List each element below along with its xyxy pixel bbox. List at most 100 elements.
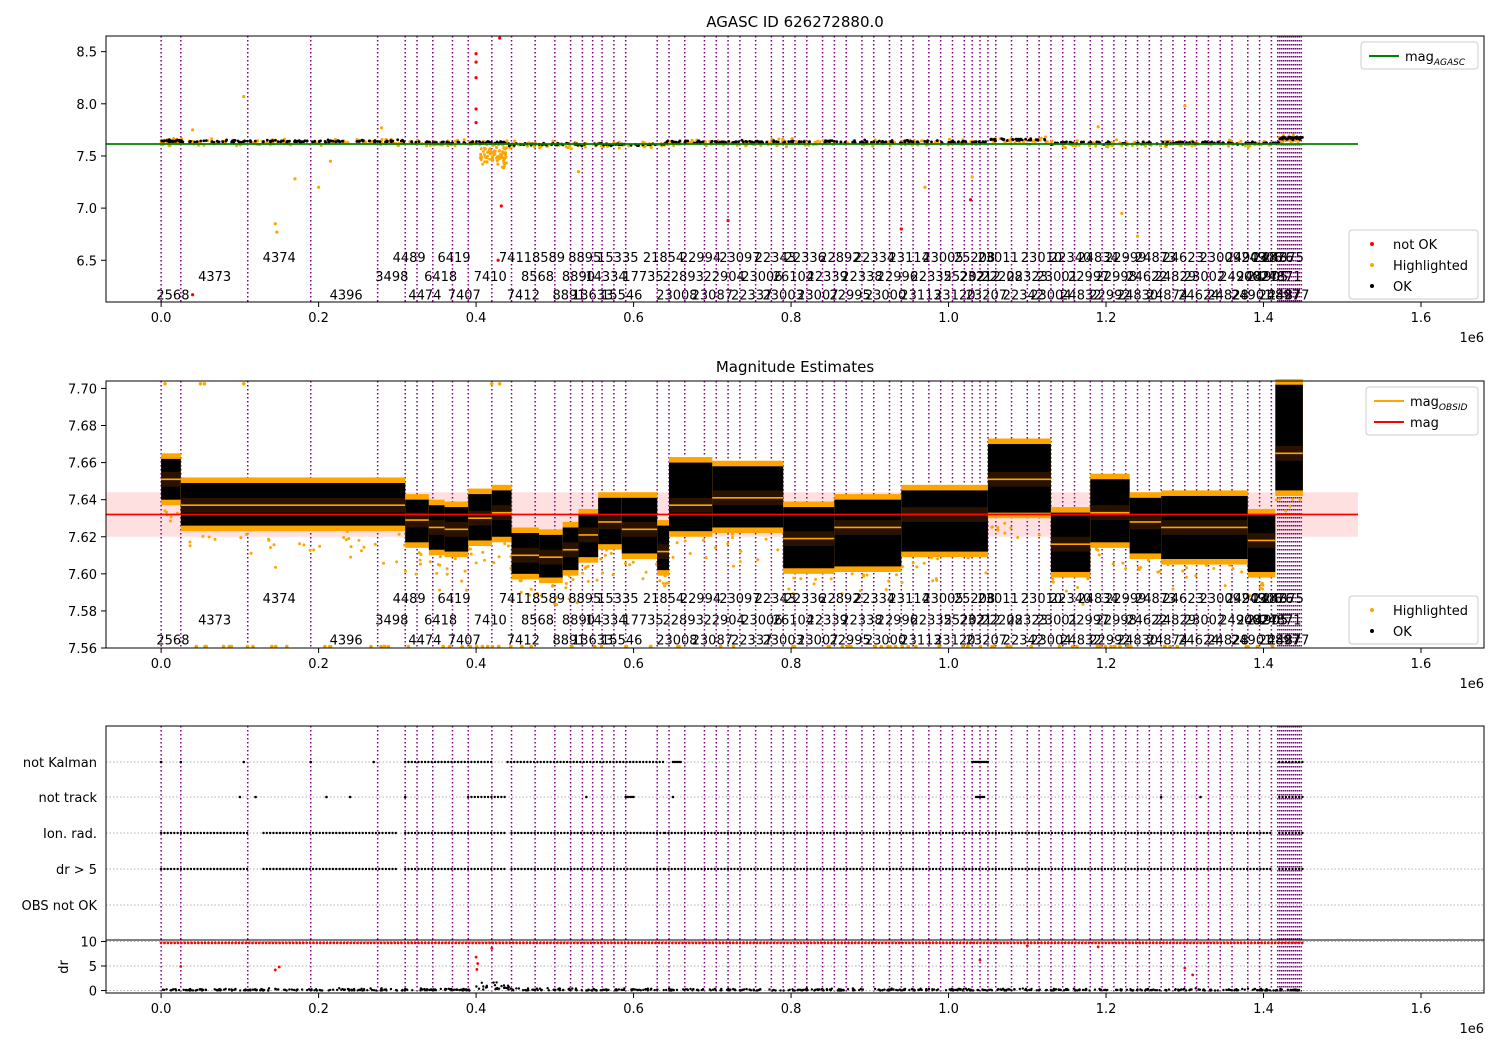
dr-point bbox=[248, 988, 252, 991]
flag-point bbox=[602, 760, 605, 764]
flag-point bbox=[563, 867, 566, 871]
obsid-label: 14334 bbox=[585, 270, 626, 285]
flag-point bbox=[1117, 867, 1120, 871]
flag-point bbox=[427, 760, 430, 764]
dr-point bbox=[944, 989, 948, 992]
dr-clipped-point bbox=[376, 941, 380, 945]
obsid-label: 4396 bbox=[330, 289, 363, 304]
dr-clipped-point bbox=[948, 941, 952, 945]
flag-point bbox=[606, 831, 609, 835]
highlighted-point bbox=[198, 381, 203, 386]
flag-point bbox=[882, 867, 885, 871]
flag-point bbox=[766, 831, 769, 835]
flag-point bbox=[1252, 867, 1256, 871]
flag-point bbox=[1031, 867, 1034, 871]
obsid-label: 22996 bbox=[877, 270, 918, 285]
dr-clipped-point bbox=[762, 941, 766, 945]
flag-point bbox=[1067, 867, 1070, 871]
flag-point bbox=[1186, 831, 1189, 835]
dr-point bbox=[1198, 988, 1202, 991]
flag-point bbox=[700, 867, 703, 871]
highlighted-point bbox=[493, 152, 497, 156]
dr-point bbox=[538, 987, 542, 990]
dr-point bbox=[1213, 989, 1217, 992]
obsid-label: 22343 bbox=[755, 592, 796, 607]
flag-point bbox=[806, 867, 809, 871]
dr-clipped-point bbox=[1033, 941, 1037, 945]
flag-point bbox=[868, 867, 872, 871]
dr-point bbox=[231, 989, 234, 992]
panel-title: AGASC ID 626272880.0 bbox=[706, 13, 884, 31]
flag-point bbox=[325, 867, 328, 871]
flag-point bbox=[1245, 831, 1249, 835]
flag-point bbox=[196, 867, 199, 871]
dr-clipped-point bbox=[390, 941, 393, 945]
x-tick-label: 0.6 bbox=[623, 657, 644, 672]
flag-point bbox=[756, 831, 759, 835]
dr-clipped-point bbox=[1283, 941, 1287, 945]
flag-point bbox=[649, 831, 652, 835]
dr-clipped-point bbox=[308, 941, 312, 945]
dr-clipped-point bbox=[244, 941, 248, 945]
dr-point bbox=[696, 988, 699, 991]
dr-point bbox=[1155, 989, 1159, 992]
ok-point bbox=[224, 139, 228, 143]
not-ok-point bbox=[726, 219, 730, 223]
flag-point bbox=[278, 867, 282, 871]
flag-point bbox=[622, 760, 625, 764]
flag-point bbox=[420, 867, 423, 871]
flag-point bbox=[645, 831, 649, 835]
flag-point bbox=[1284, 831, 1288, 835]
flag-point bbox=[743, 831, 746, 835]
ok-point bbox=[401, 138, 404, 142]
dr-point bbox=[774, 989, 777, 992]
flag-point bbox=[1120, 831, 1123, 835]
ok-point bbox=[210, 140, 214, 144]
dr-clipped-point bbox=[423, 941, 427, 945]
flag-point bbox=[378, 867, 381, 871]
highlighted-point bbox=[1163, 644, 1167, 649]
dr-clipped-point bbox=[528, 941, 532, 945]
highlighted-point bbox=[1291, 497, 1295, 501]
highlighted-point bbox=[840, 644, 845, 649]
flag-point bbox=[540, 831, 543, 835]
flag-point bbox=[816, 831, 819, 835]
highlighted-point bbox=[362, 545, 366, 549]
flag-point bbox=[895, 867, 898, 871]
highlighted-point bbox=[435, 571, 439, 575]
flag-point bbox=[958, 867, 961, 871]
flag-point bbox=[1153, 867, 1156, 871]
highlighted-point bbox=[446, 144, 450, 148]
flag-point bbox=[533, 867, 536, 871]
dr-clipped-point bbox=[630, 941, 634, 945]
highlighted-point bbox=[1270, 644, 1275, 649]
legend-label-main: not OK bbox=[1393, 238, 1438, 253]
dr-point bbox=[734, 989, 737, 992]
dr-clipped-point bbox=[992, 941, 996, 945]
obsid-label: 22992 bbox=[1089, 289, 1130, 304]
flag-point bbox=[612, 760, 615, 764]
dr-point bbox=[204, 988, 207, 991]
ok-point bbox=[1036, 138, 1040, 142]
ok-point bbox=[1029, 137, 1033, 141]
obsid-label: 8568 bbox=[521, 613, 554, 628]
dr-point bbox=[646, 989, 649, 992]
flag-point bbox=[1183, 867, 1186, 871]
dr-point bbox=[290, 988, 294, 991]
x-tick-label: 1.0 bbox=[938, 657, 959, 672]
highlighted-point bbox=[931, 579, 935, 583]
dr-point bbox=[638, 988, 641, 991]
dr-point bbox=[222, 988, 226, 991]
flag-point bbox=[532, 760, 536, 764]
flag-point bbox=[546, 831, 550, 835]
flag-point bbox=[404, 867, 407, 871]
highlighted-point bbox=[730, 536, 734, 539]
dr-point bbox=[1158, 989, 1161, 992]
highlighted-point bbox=[586, 564, 590, 568]
flag-point bbox=[510, 867, 513, 871]
flag-point bbox=[964, 867, 968, 871]
flag-point bbox=[1087, 831, 1090, 835]
dr-clipped-point bbox=[345, 941, 349, 945]
flag-point bbox=[941, 831, 945, 835]
flag-point bbox=[186, 831, 189, 835]
